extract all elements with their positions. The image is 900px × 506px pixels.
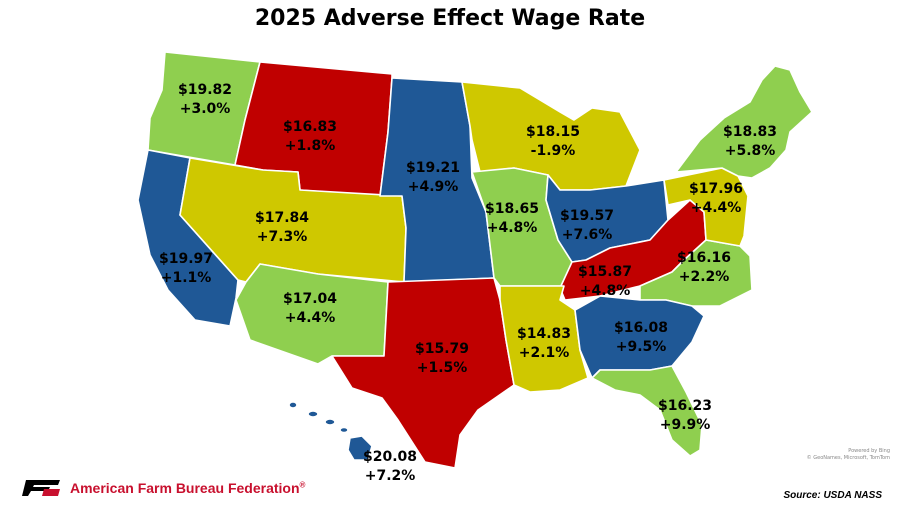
- change-label: +9.5%: [616, 339, 667, 355]
- label-appalachian-2: $15.87 +4.8%: [578, 264, 632, 299]
- region-florida: [591, 365, 703, 457]
- wage-label: $18.15: [526, 124, 580, 140]
- label-southeast: $16.08 +9.5%: [614, 320, 668, 355]
- label-pacific-northwest: $19.82 +3.0%: [178, 82, 232, 117]
- change-label: +2.2%: [679, 269, 730, 285]
- wage-label: $18.83: [723, 124, 777, 140]
- change-label: +7.6%: [562, 227, 613, 243]
- wage-label: $16.23: [658, 398, 712, 414]
- map-title: 2025 Adverse Effect Wage Rate: [254, 6, 646, 31]
- label-northeast-2: $17.96 +4.4%: [689, 181, 743, 216]
- fb-logo-icon: [22, 480, 60, 496]
- wage-label: $15.79: [415, 341, 469, 357]
- region-northeast-1: [675, 65, 813, 179]
- label-california: $19.97 +1.1%: [159, 251, 213, 286]
- map-credits: Powered by Bing © GeoNames, Microsoft, T…: [770, 448, 890, 462]
- change-label: +2.1%: [519, 345, 570, 361]
- change-label: +5.8%: [725, 143, 776, 159]
- change-label: +7.3%: [257, 229, 308, 245]
- wage-label: $16.08: [614, 320, 668, 336]
- label-florida: $16.23 +9.9%: [658, 398, 712, 433]
- change-label: +4.9%: [408, 179, 459, 195]
- change-label: +1.5%: [417, 360, 468, 376]
- label-mountain-2: $17.04 +4.4%: [283, 291, 337, 326]
- label-cornbelt-2: $18.65 +4.8%: [485, 201, 539, 236]
- wage-label: $17.96: [689, 181, 743, 197]
- label-northern-plains: $19.21 +4.9%: [406, 160, 460, 195]
- change-label: +4.8%: [580, 283, 631, 299]
- region-southeast: [574, 295, 705, 379]
- organization-logo: American Farm Bureau Federation®: [22, 478, 305, 498]
- label-cornbelt-1: $19.57 +7.6%: [560, 208, 614, 243]
- source-note: Source: USDA NASS: [783, 490, 882, 501]
- label-mountain-3: $17.84 +7.3%: [255, 210, 309, 245]
- organization-name: American Farm Bureau Federation®: [70, 480, 306, 496]
- wage-label: $17.04: [283, 291, 337, 307]
- label-northeast-1: $18.83 +5.8%: [723, 124, 777, 159]
- wage-label: $16.83: [283, 119, 337, 135]
- label-southern-plains: $15.79 +1.5%: [415, 341, 469, 376]
- wage-label: $19.57: [560, 208, 614, 224]
- change-label: +9.9%: [660, 417, 711, 433]
- wage-label: $19.82: [178, 82, 232, 98]
- label-appalachian-1: $16.16 +2.2%: [677, 250, 731, 285]
- region-delta: [499, 285, 589, 393]
- wage-label: $15.87: [578, 264, 632, 280]
- label-hawaii: $20.08 +7.2%: [363, 449, 417, 484]
- wage-label: $19.97: [159, 251, 213, 267]
- change-label: +4.4%: [691, 200, 742, 216]
- label-delta: $14.83 +2.1%: [517, 326, 571, 361]
- label-lake: $18.15 -1.9%: [526, 124, 580, 159]
- wage-label: $17.84: [255, 210, 309, 226]
- change-label: +4.8%: [487, 220, 538, 236]
- region-hawaii: [288, 401, 373, 461]
- powered-by-text: Powered by Bing: [848, 448, 890, 454]
- change-label: -1.9%: [531, 143, 576, 159]
- wage-label: $18.65: [485, 201, 539, 217]
- change-label: +7.2%: [365, 468, 416, 484]
- wage-label: $19.21: [406, 160, 460, 176]
- wage-label: $14.83: [517, 326, 571, 342]
- change-label: +4.4%: [285, 310, 336, 326]
- wage-label: $16.16: [677, 250, 731, 266]
- map-credit-text: © GeoNames, Microsoft, TomTom: [806, 455, 890, 461]
- change-label: +1.1%: [161, 270, 212, 286]
- label-mountain-1: $16.83 +1.8%: [283, 119, 337, 154]
- change-label: +3.0%: [180, 101, 231, 117]
- change-label: +1.8%: [285, 138, 336, 154]
- wage-label: $20.08: [363, 449, 417, 465]
